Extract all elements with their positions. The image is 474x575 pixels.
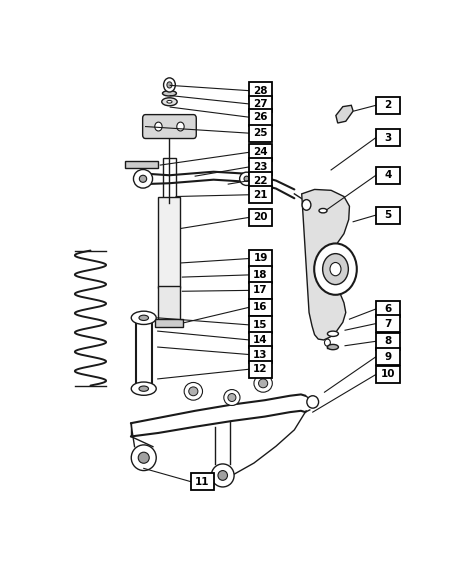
Ellipse shape <box>131 311 156 324</box>
Text: 12: 12 <box>253 364 268 374</box>
Text: 8: 8 <box>384 336 392 346</box>
Text: 11: 11 <box>195 477 210 486</box>
FancyBboxPatch shape <box>249 172 272 189</box>
FancyBboxPatch shape <box>376 348 400 365</box>
Ellipse shape <box>139 175 146 182</box>
Ellipse shape <box>138 452 149 463</box>
FancyBboxPatch shape <box>249 144 272 160</box>
FancyBboxPatch shape <box>376 333 400 350</box>
Text: 7: 7 <box>384 319 392 328</box>
Text: 25: 25 <box>253 128 268 138</box>
FancyBboxPatch shape <box>155 319 183 327</box>
FancyBboxPatch shape <box>249 109 272 126</box>
Circle shape <box>325 339 330 346</box>
Polygon shape <box>301 189 349 340</box>
Text: 20: 20 <box>253 212 268 223</box>
FancyBboxPatch shape <box>376 301 400 317</box>
Ellipse shape <box>211 464 234 487</box>
Ellipse shape <box>139 386 148 392</box>
Text: 19: 19 <box>254 254 268 263</box>
Circle shape <box>330 262 341 276</box>
Ellipse shape <box>131 445 156 470</box>
Ellipse shape <box>258 379 268 388</box>
FancyBboxPatch shape <box>249 186 272 203</box>
Text: 13: 13 <box>253 350 268 359</box>
Text: 3: 3 <box>384 133 392 143</box>
Text: 4: 4 <box>384 170 392 180</box>
FancyBboxPatch shape <box>191 473 214 490</box>
FancyBboxPatch shape <box>376 315 400 332</box>
FancyBboxPatch shape <box>249 250 272 267</box>
FancyBboxPatch shape <box>376 129 400 146</box>
Polygon shape <box>336 105 353 123</box>
Text: 22: 22 <box>253 175 268 186</box>
FancyBboxPatch shape <box>249 209 272 226</box>
Text: 6: 6 <box>384 304 392 314</box>
Text: 26: 26 <box>253 112 268 122</box>
Text: 9: 9 <box>384 352 392 362</box>
FancyBboxPatch shape <box>249 361 272 378</box>
FancyBboxPatch shape <box>376 366 400 383</box>
Text: 15: 15 <box>253 320 268 330</box>
Ellipse shape <box>328 331 338 336</box>
Text: 2: 2 <box>384 100 392 110</box>
Ellipse shape <box>240 172 254 186</box>
FancyBboxPatch shape <box>125 161 158 168</box>
Ellipse shape <box>167 101 172 103</box>
FancyBboxPatch shape <box>249 299 272 316</box>
Text: 17: 17 <box>253 285 268 296</box>
Ellipse shape <box>163 91 176 96</box>
Text: 27: 27 <box>253 99 268 109</box>
Circle shape <box>167 82 172 88</box>
FancyBboxPatch shape <box>249 346 272 363</box>
Ellipse shape <box>139 315 148 320</box>
FancyBboxPatch shape <box>249 282 272 299</box>
Ellipse shape <box>244 176 249 182</box>
Circle shape <box>302 200 311 210</box>
FancyBboxPatch shape <box>143 114 196 139</box>
Text: 10: 10 <box>381 370 395 380</box>
Text: 14: 14 <box>253 335 268 345</box>
Text: 21: 21 <box>253 190 268 200</box>
Text: 16: 16 <box>253 302 268 312</box>
FancyBboxPatch shape <box>249 125 272 141</box>
FancyBboxPatch shape <box>249 95 272 112</box>
FancyBboxPatch shape <box>376 206 400 224</box>
Ellipse shape <box>184 382 202 400</box>
Circle shape <box>155 122 162 131</box>
FancyBboxPatch shape <box>249 266 272 283</box>
Text: 28: 28 <box>253 86 268 95</box>
Circle shape <box>314 243 357 295</box>
Text: 23: 23 <box>253 162 268 172</box>
Ellipse shape <box>228 393 236 401</box>
Ellipse shape <box>134 170 153 188</box>
FancyBboxPatch shape <box>249 159 272 175</box>
Ellipse shape <box>131 382 156 395</box>
Circle shape <box>177 122 184 131</box>
FancyBboxPatch shape <box>249 82 272 99</box>
FancyBboxPatch shape <box>249 316 272 333</box>
Circle shape <box>164 78 175 92</box>
Text: 18: 18 <box>253 270 268 280</box>
Ellipse shape <box>224 389 240 405</box>
Text: 24: 24 <box>253 147 268 157</box>
FancyBboxPatch shape <box>158 197 181 288</box>
Ellipse shape <box>328 344 338 350</box>
Ellipse shape <box>162 98 177 106</box>
FancyBboxPatch shape <box>376 167 400 183</box>
Ellipse shape <box>307 396 319 408</box>
FancyBboxPatch shape <box>163 159 176 203</box>
Ellipse shape <box>189 387 198 396</box>
Circle shape <box>323 254 348 285</box>
Ellipse shape <box>218 470 228 480</box>
Text: 5: 5 <box>384 210 392 220</box>
Ellipse shape <box>319 209 327 213</box>
FancyBboxPatch shape <box>249 332 272 348</box>
Ellipse shape <box>254 374 273 392</box>
FancyBboxPatch shape <box>376 97 400 114</box>
FancyBboxPatch shape <box>158 286 181 321</box>
